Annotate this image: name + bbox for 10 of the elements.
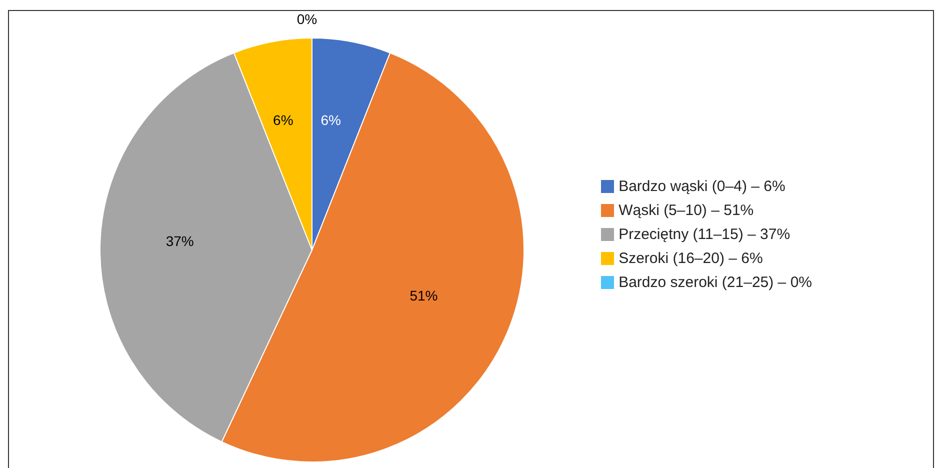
data-label: 37% bbox=[166, 233, 194, 250]
text: 0% bbox=[296, 11, 318, 27]
data-label: 6% bbox=[273, 112, 294, 128]
legend-label: Szeroki (16–20) – 6% bbox=[618, 250, 763, 266]
data-label: 51% bbox=[410, 288, 438, 304]
legend-label: Przeciętny (11–15) – 37% bbox=[618, 226, 790, 242]
legend-label: Bardzo szeroki (21–25) – 0% bbox=[618, 274, 812, 290]
legend-label: Wąski (5–10) – 51% bbox=[618, 202, 754, 218]
legend-label: Bardzo wąski (0–4) – 6% bbox=[618, 178, 786, 194]
data-label: 6% bbox=[320, 112, 341, 128]
